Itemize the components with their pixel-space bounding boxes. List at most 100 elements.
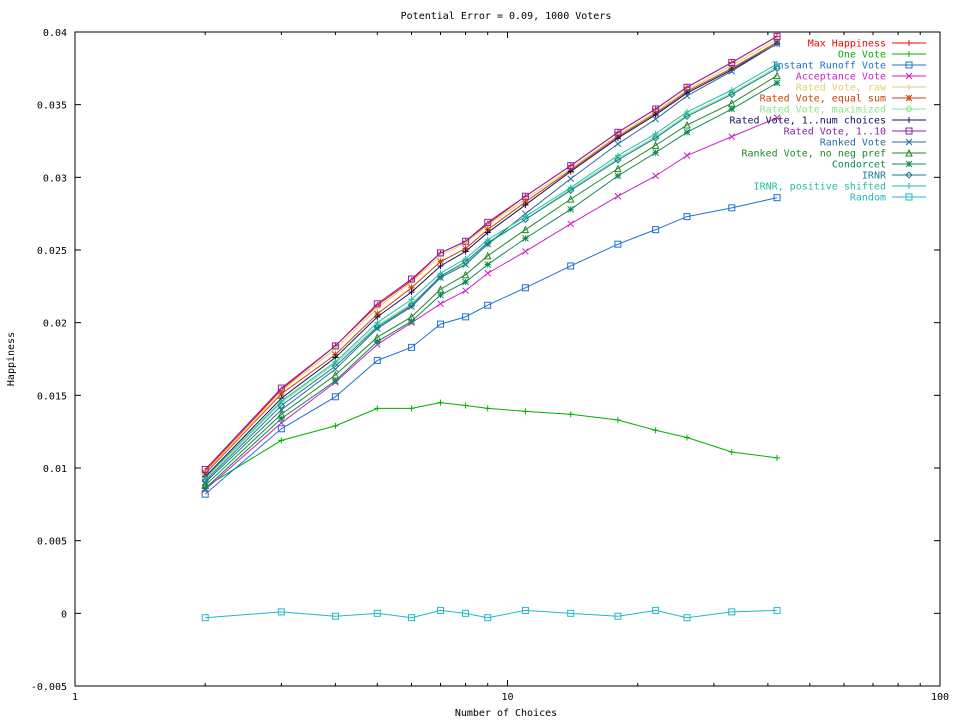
data-point bbox=[773, 40, 781, 47]
data-point bbox=[374, 319, 381, 326]
y-tick-label: 0.04 bbox=[43, 28, 67, 39]
data-point bbox=[437, 300, 444, 308]
data-point bbox=[462, 278, 469, 286]
data-point bbox=[773, 63, 781, 71]
data-point bbox=[462, 313, 470, 321]
legend-label: Rated Vote, maximized bbox=[760, 105, 886, 116]
data-point bbox=[651, 141, 660, 149]
series-13 bbox=[202, 60, 781, 482]
legend-marker bbox=[905, 72, 913, 80]
data-point bbox=[484, 218, 492, 226]
y-tick-label: 0.015 bbox=[37, 391, 67, 402]
data-point bbox=[277, 425, 285, 433]
series-line bbox=[204, 35, 778, 470]
data-point bbox=[728, 87, 735, 94]
data-point bbox=[773, 32, 781, 40]
data-point bbox=[773, 194, 781, 202]
data-point bbox=[201, 477, 209, 485]
legend-label: Condorcet bbox=[832, 160, 886, 171]
legend-marker bbox=[906, 117, 912, 123]
data-point bbox=[374, 305, 381, 312]
series-line bbox=[204, 75, 778, 486]
legend-label: Rated Vote, 1..num choices bbox=[729, 116, 886, 127]
data-point bbox=[652, 149, 659, 156]
data-point bbox=[461, 257, 470, 266]
data-point bbox=[374, 405, 381, 412]
data-point bbox=[567, 220, 575, 228]
data-point bbox=[408, 275, 416, 283]
data-point bbox=[614, 417, 621, 424]
data-point bbox=[614, 156, 622, 164]
data-point bbox=[683, 128, 691, 136]
data-point bbox=[566, 186, 575, 195]
data-point bbox=[332, 422, 339, 429]
data-point bbox=[408, 614, 416, 622]
data-point bbox=[567, 411, 574, 418]
legend-label: IRNR, positive shifted bbox=[754, 182, 886, 193]
data-point bbox=[437, 262, 444, 269]
legend-marker bbox=[905, 160, 913, 168]
data-point bbox=[683, 152, 691, 159]
data-point bbox=[683, 434, 690, 441]
data-point bbox=[437, 249, 445, 257]
data-point bbox=[728, 67, 736, 75]
data-point bbox=[278, 390, 285, 398]
data-point bbox=[202, 475, 209, 482]
data-point bbox=[408, 284, 415, 292]
data-point bbox=[614, 164, 622, 173]
y-tick-label: -0.005 bbox=[31, 682, 67, 693]
data-point bbox=[408, 405, 415, 412]
legend-marker bbox=[906, 183, 912, 189]
data-point bbox=[652, 427, 659, 434]
series-line bbox=[204, 66, 778, 480]
data-point bbox=[437, 320, 445, 328]
series-line bbox=[204, 82, 778, 489]
data-point bbox=[278, 398, 285, 405]
data-point bbox=[407, 301, 416, 309]
series-6 bbox=[201, 63, 781, 484]
data-point bbox=[683, 614, 691, 622]
series-line bbox=[205, 609, 778, 619]
data-point bbox=[483, 251, 492, 260]
data-point bbox=[373, 356, 381, 364]
data-point bbox=[683, 90, 690, 97]
data-point bbox=[773, 79, 781, 87]
data-point bbox=[773, 71, 781, 80]
data-point bbox=[331, 362, 340, 370]
data-point bbox=[461, 270, 470, 279]
legend-label: Instant Runoff Vote bbox=[772, 61, 886, 72]
legend-marker bbox=[905, 193, 913, 201]
legend-marker bbox=[905, 171, 913, 179]
data-point bbox=[331, 393, 339, 401]
y-tick-label: 0.025 bbox=[37, 246, 67, 257]
data-point bbox=[567, 168, 574, 175]
data-point bbox=[462, 237, 470, 245]
data-point bbox=[522, 235, 529, 242]
data-point bbox=[437, 291, 444, 299]
data-point bbox=[683, 112, 691, 121]
chart-title: Potential Error = 0.09, 1000 Voters bbox=[401, 11, 612, 22]
data-point bbox=[278, 415, 285, 422]
data-point bbox=[332, 377, 339, 385]
data-point bbox=[331, 612, 339, 620]
legend-marker bbox=[906, 51, 912, 57]
data-point bbox=[408, 289, 415, 296]
data-point bbox=[728, 89, 736, 97]
legend-marker bbox=[905, 105, 913, 113]
y-tick-label: 0 bbox=[61, 609, 67, 620]
y-tick-label: 0.03 bbox=[43, 173, 67, 184]
data-point bbox=[462, 255, 469, 262]
series-4 bbox=[202, 36, 781, 476]
data-point bbox=[567, 262, 575, 270]
x-tick-label: 1 bbox=[72, 692, 78, 703]
data-point bbox=[652, 130, 659, 137]
data-point bbox=[437, 606, 445, 614]
legend-marker bbox=[905, 127, 913, 135]
data-point bbox=[201, 614, 209, 622]
data-point bbox=[277, 608, 285, 616]
data-point bbox=[614, 128, 622, 136]
y-axis-label: Happiness bbox=[6, 332, 17, 386]
data-point bbox=[652, 105, 660, 113]
series-line bbox=[204, 197, 778, 495]
series-14 bbox=[201, 606, 781, 622]
